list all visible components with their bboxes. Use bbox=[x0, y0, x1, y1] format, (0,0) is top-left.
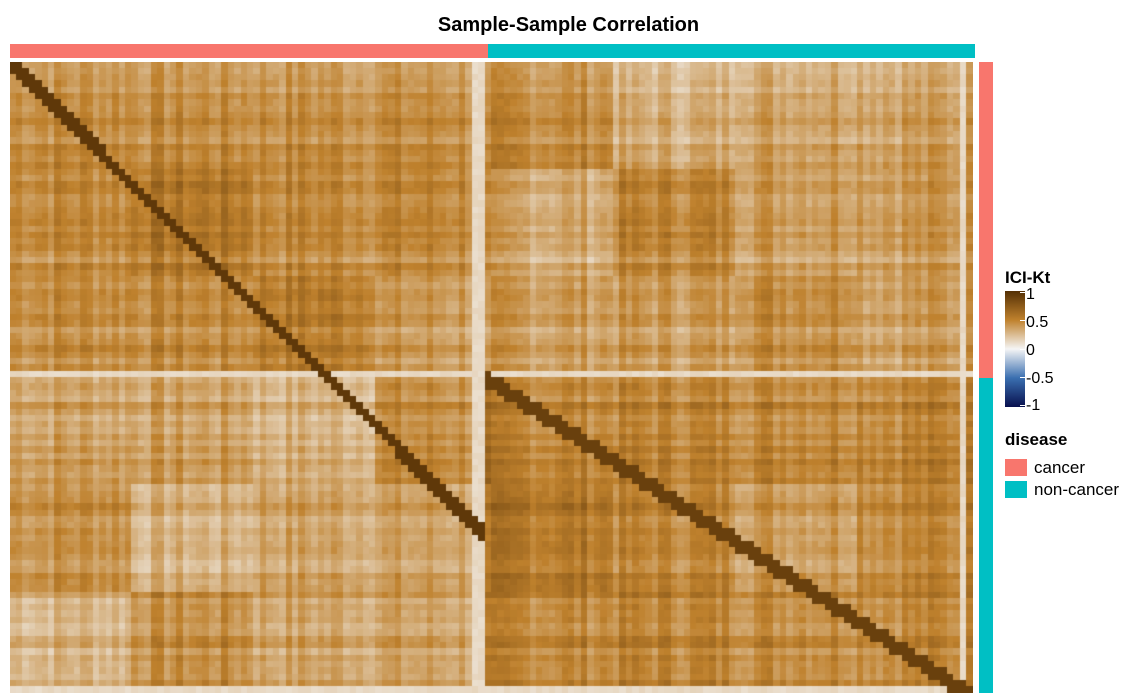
correlation-heatmap bbox=[10, 62, 973, 693]
colorbar-tick-label: -0.5 bbox=[1026, 370, 1054, 387]
row-annotation-cancer bbox=[979, 62, 993, 378]
colorbar-tick bbox=[1020, 405, 1025, 406]
legend-swatch-cancer bbox=[1005, 459, 1027, 476]
colorbar-tick-label: -1 bbox=[1026, 397, 1041, 414]
chart-title: Sample-Sample Correlation bbox=[437, 14, 700, 36]
column-annotation-non-cancer bbox=[487, 44, 975, 58]
annotation-legend-title: disease bbox=[1005, 430, 1068, 449]
column-annotation-cancer bbox=[10, 44, 488, 58]
colorbar-tick bbox=[1020, 377, 1025, 378]
colorbar-tick-label: 1 bbox=[1026, 286, 1035, 303]
row-annotation-bar bbox=[979, 62, 993, 693]
colorbar-title: ICI-Kt bbox=[1005, 268, 1051, 287]
legend-label-non-cancer: non-cancer bbox=[1034, 480, 1120, 499]
column-annotation-bar bbox=[10, 44, 975, 58]
colorbar-tick bbox=[1020, 292, 1025, 293]
legend-swatch-non-cancer bbox=[1005, 481, 1027, 498]
row-annotation-non-cancer bbox=[979, 377, 993, 693]
legend-label-cancer: cancer bbox=[1034, 458, 1086, 477]
colorbar-tick-label: 0.5 bbox=[1026, 314, 1049, 331]
colorbar-tick bbox=[1020, 320, 1025, 321]
colorbar-tick-label: 0 bbox=[1026, 342, 1035, 359]
colorbar-tick bbox=[1020, 349, 1025, 350]
